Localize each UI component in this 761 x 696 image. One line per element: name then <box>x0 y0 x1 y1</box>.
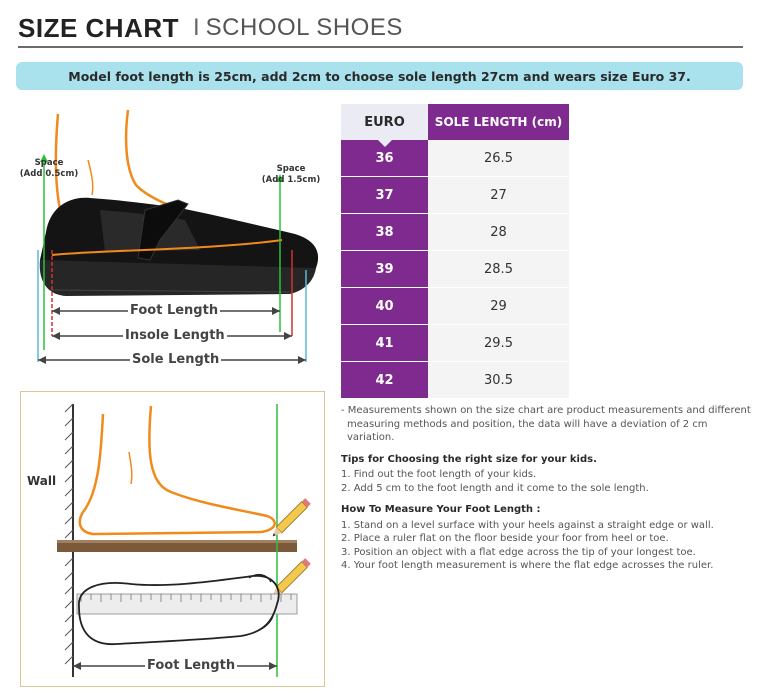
howto-heading: How To Measure Your Foot Length : <box>341 504 541 515</box>
column-header-euro: EURO <box>341 104 428 147</box>
sole-length-cell: 29.5 <box>428 325 569 361</box>
sole-length-cell: 26.5 <box>428 140 569 176</box>
shoe-measure-diagram: Space (Add 0.5cm) Space (Add 1.5cm) Foot… <box>10 100 330 380</box>
table-row: 37 27 <box>341 177 569 214</box>
measurement-disclaimer: - Measurements shown on the size chart a… <box>341 405 751 443</box>
size-table: EURO SOLE LENGTH (cm) 36 26.5 37 27 38 2… <box>341 104 569 399</box>
howto-item: 3. Position an object with a flat edge a… <box>341 546 696 558</box>
sole-length-cell: 27 <box>428 177 569 213</box>
shoe-illustration <box>37 109 319 364</box>
header-divider <box>18 46 743 48</box>
page-subtitle: SCHOOL SHOES <box>205 14 403 41</box>
euro-size-cell: 41 <box>341 325 428 361</box>
euro-size-cell: 37 <box>341 177 428 213</box>
howto-item: 2. Place a ruler flat on the floor besid… <box>341 533 669 544</box>
tip-item: 1. Find out the foot length of your kids… <box>341 469 537 480</box>
title-separator: I <box>193 14 200 41</box>
sole-length-label: Sole Length <box>130 352 222 367</box>
sole-length-cell: 29 <box>428 288 569 324</box>
euro-size-cell: 38 <box>341 214 428 250</box>
foot-measure-illustration <box>57 403 311 677</box>
euro-size-cell: 39 <box>341 251 428 287</box>
page-title: SIZE CHART <box>18 12 179 43</box>
model-info-banner: Model foot length is 25cm, add 2cm to ch… <box>16 62 743 90</box>
column-header-sole-length: SOLE LENGTH (cm) <box>428 104 569 140</box>
page-header: SIZE CHART I SCHOOL SHOES <box>18 8 403 48</box>
table-row: 42 30.5 <box>341 362 569 399</box>
tip-item: 2. Add 5 cm to the foot length and it co… <box>341 482 649 494</box>
header-pointer-icon <box>378 140 392 147</box>
table-row: 39 28.5 <box>341 251 569 288</box>
table-row: 38 28 <box>341 214 569 251</box>
table-row: 40 29 <box>341 288 569 325</box>
foot-length-label: Foot Length <box>128 303 221 318</box>
space-left-label: Space (Add 0.5cm) <box>19 158 79 179</box>
euro-size-cell: 42 <box>341 362 428 398</box>
sole-length-cell: 28 <box>428 214 569 250</box>
insole-length-label: Insole Length <box>123 328 227 343</box>
size-table-header: EURO SOLE LENGTH (cm) <box>341 104 569 147</box>
foot-measure-diagram: Wall Foot Length <box>20 391 325 687</box>
sole-length-cell: 28.5 <box>428 251 569 287</box>
size-notes: - Measurements shown on the size chart a… <box>341 404 751 573</box>
howto-item: 4. Your foot length measurement is where… <box>341 560 714 571</box>
sole-length-cell: 30.5 <box>428 362 569 398</box>
table-row: 36 26.5 <box>341 140 569 177</box>
euro-size-cell: 40 <box>341 288 428 324</box>
wall-label: Wall <box>27 474 57 488</box>
table-row: 41 29.5 <box>341 325 569 362</box>
howto-item: 1. Stand on a level surface with your he… <box>341 519 714 531</box>
foot-length-label: Foot Length <box>145 658 238 673</box>
space-right-label: Space (Add 1.5cm) <box>261 164 321 185</box>
tips-heading: Tips for Choosing the right size for you… <box>341 453 597 465</box>
